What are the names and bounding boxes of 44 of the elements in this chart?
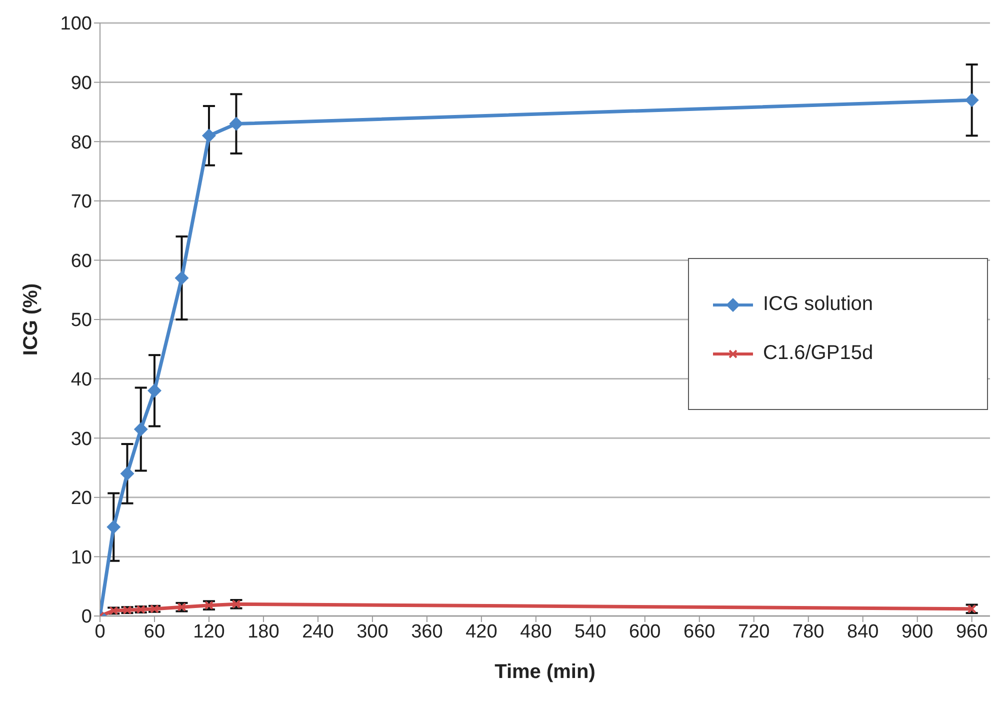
x-tick-label: 780 (792, 621, 824, 642)
x-tick-label: 300 (356, 621, 388, 642)
y-tick-label: 50 (70, 310, 92, 332)
x-tick-label: 660 (684, 621, 716, 642)
point (202, 128, 216, 143)
y-tick-label: 70 (70, 192, 92, 213)
y-tick-label: 0 (81, 606, 92, 628)
point (967, 604, 976, 614)
y-tick-label: 90 (70, 73, 92, 94)
point (106, 520, 121, 534)
y-tick-label: 30 (70, 428, 92, 450)
point (134, 422, 148, 436)
point (232, 600, 241, 609)
point (177, 602, 186, 612)
point (120, 466, 134, 481)
y-tick-label: 100 (60, 14, 92, 35)
point (204, 600, 214, 610)
y-axis-title: ICG (%) (20, 283, 42, 356)
x-tick-label: 600 (629, 621, 661, 642)
x-tick-label: 60 (144, 621, 166, 642)
y-tick-label: 80 (70, 132, 92, 154)
x-tick-label: 360 (411, 621, 443, 642)
y-tick-label: 10 (70, 547, 92, 568)
x-tick-label: 540 (574, 621, 606, 642)
legend-label: ICG solution (763, 293, 874, 316)
point (147, 384, 162, 398)
x-tick-label: 480 (520, 621, 552, 642)
point (174, 270, 189, 285)
x-tick-label: 180 (248, 621, 280, 642)
x-tick-label: 120 (193, 621, 225, 642)
x-tick-label: 720 (738, 621, 770, 642)
x-tick-label: 240 (302, 621, 334, 642)
x-tick-label: 420 (466, 621, 498, 642)
x-tick-label: 0 (94, 621, 106, 642)
x-axis-title: Time (min) (494, 661, 596, 683)
y-tick-label: 40 (70, 370, 92, 391)
legend-label: C1.6/GP15d (763, 342, 874, 365)
y-tick-label: 20 (70, 488, 92, 510)
point (229, 116, 244, 131)
x-tick-label: 840 (847, 621, 879, 642)
y-tick-label: 60 (70, 250, 92, 272)
point (964, 93, 979, 108)
x-tick-label: 900 (901, 621, 934, 642)
x-tick-label: 960 (956, 621, 988, 642)
